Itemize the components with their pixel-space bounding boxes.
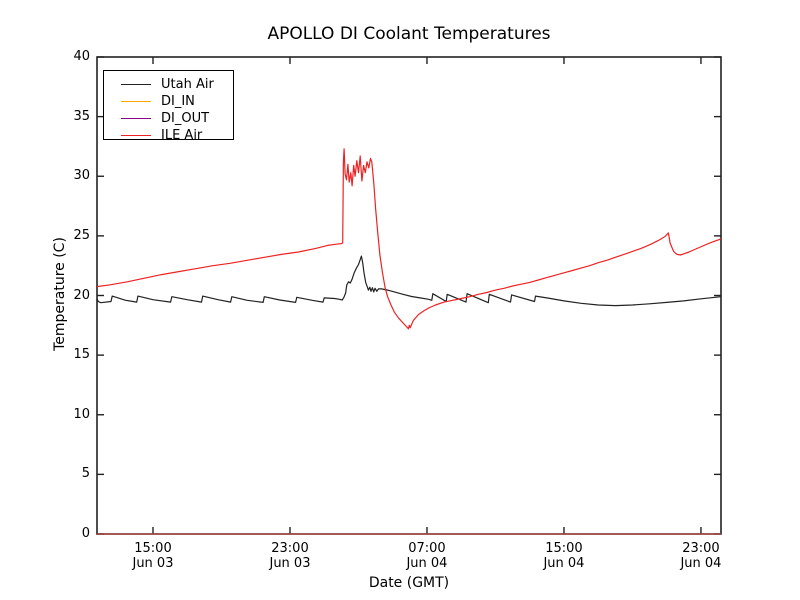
legend-label: ILE Air — [161, 128, 203, 143]
x-tick-label: 07:00 Jun 04 — [391, 541, 463, 571]
series-line-utah-air — [96, 255, 722, 307]
legend-line-sample — [121, 84, 151, 85]
legend-item-utah-air: Utah Air — [104, 76, 233, 93]
y-tick-label: 40 — [73, 49, 90, 64]
y-tick-label: 5 — [81, 466, 90, 482]
legend-item-di-in: DI_IN — [104, 93, 233, 110]
x-tick-date: Jun 04 — [406, 556, 448, 571]
y-tick-label: 0 — [81, 526, 90, 541]
y-tick-label: 10 — [73, 406, 90, 422]
legend-label: Utah Air — [161, 77, 214, 92]
chart-title: APOLLO DI Coolant Temperatures — [267, 24, 551, 44]
x-tick-label: 23:00 Jun 03 — [254, 541, 326, 571]
x-tick-label: 15:00 Jun 04 — [528, 541, 600, 571]
legend-line-sample — [121, 118, 151, 119]
x-tick-date: Jun 03 — [132, 556, 174, 571]
x-tick-label: 15:00 Jun 03 — [117, 541, 189, 571]
x-tick-time: 23:00 — [682, 541, 720, 556]
x-tick-date: Jun 04 — [543, 556, 585, 571]
legend-line-sample — [121, 135, 151, 136]
legend-label: DI_OUT — [161, 111, 210, 126]
x-tick-label: 23:00 Jun 04 — [665, 541, 737, 571]
y-tick-label: 30 — [73, 168, 90, 184]
y-tick-label: 15 — [73, 347, 90, 363]
legend-item-di-out: DI_OUT — [104, 110, 233, 127]
legend-item-ile-air: ILE Air — [104, 127, 233, 144]
x-tick-time: 07:00 — [408, 541, 446, 556]
x-tick-time: 23:00 — [271, 541, 309, 556]
legend-box: Utah Air DI_IN DI_OUT ILE Air — [103, 70, 234, 143]
x-tick-date: Jun 03 — [269, 556, 311, 571]
series-line-ile-air — [96, 148, 722, 330]
y-tick-label: 20 — [73, 287, 90, 303]
x-axis-label: Date (GMT) — [368, 575, 450, 591]
y-tick-label: 25 — [73, 227, 90, 243]
x-tick-date: Jun 04 — [680, 556, 722, 571]
x-tick-time: 15:00 — [134, 541, 172, 556]
legend-label: DI_IN — [161, 94, 195, 109]
y-tick-label: 35 — [73, 108, 90, 124]
x-tick-time: 15:00 — [545, 541, 583, 556]
legend-line-sample — [121, 101, 151, 102]
